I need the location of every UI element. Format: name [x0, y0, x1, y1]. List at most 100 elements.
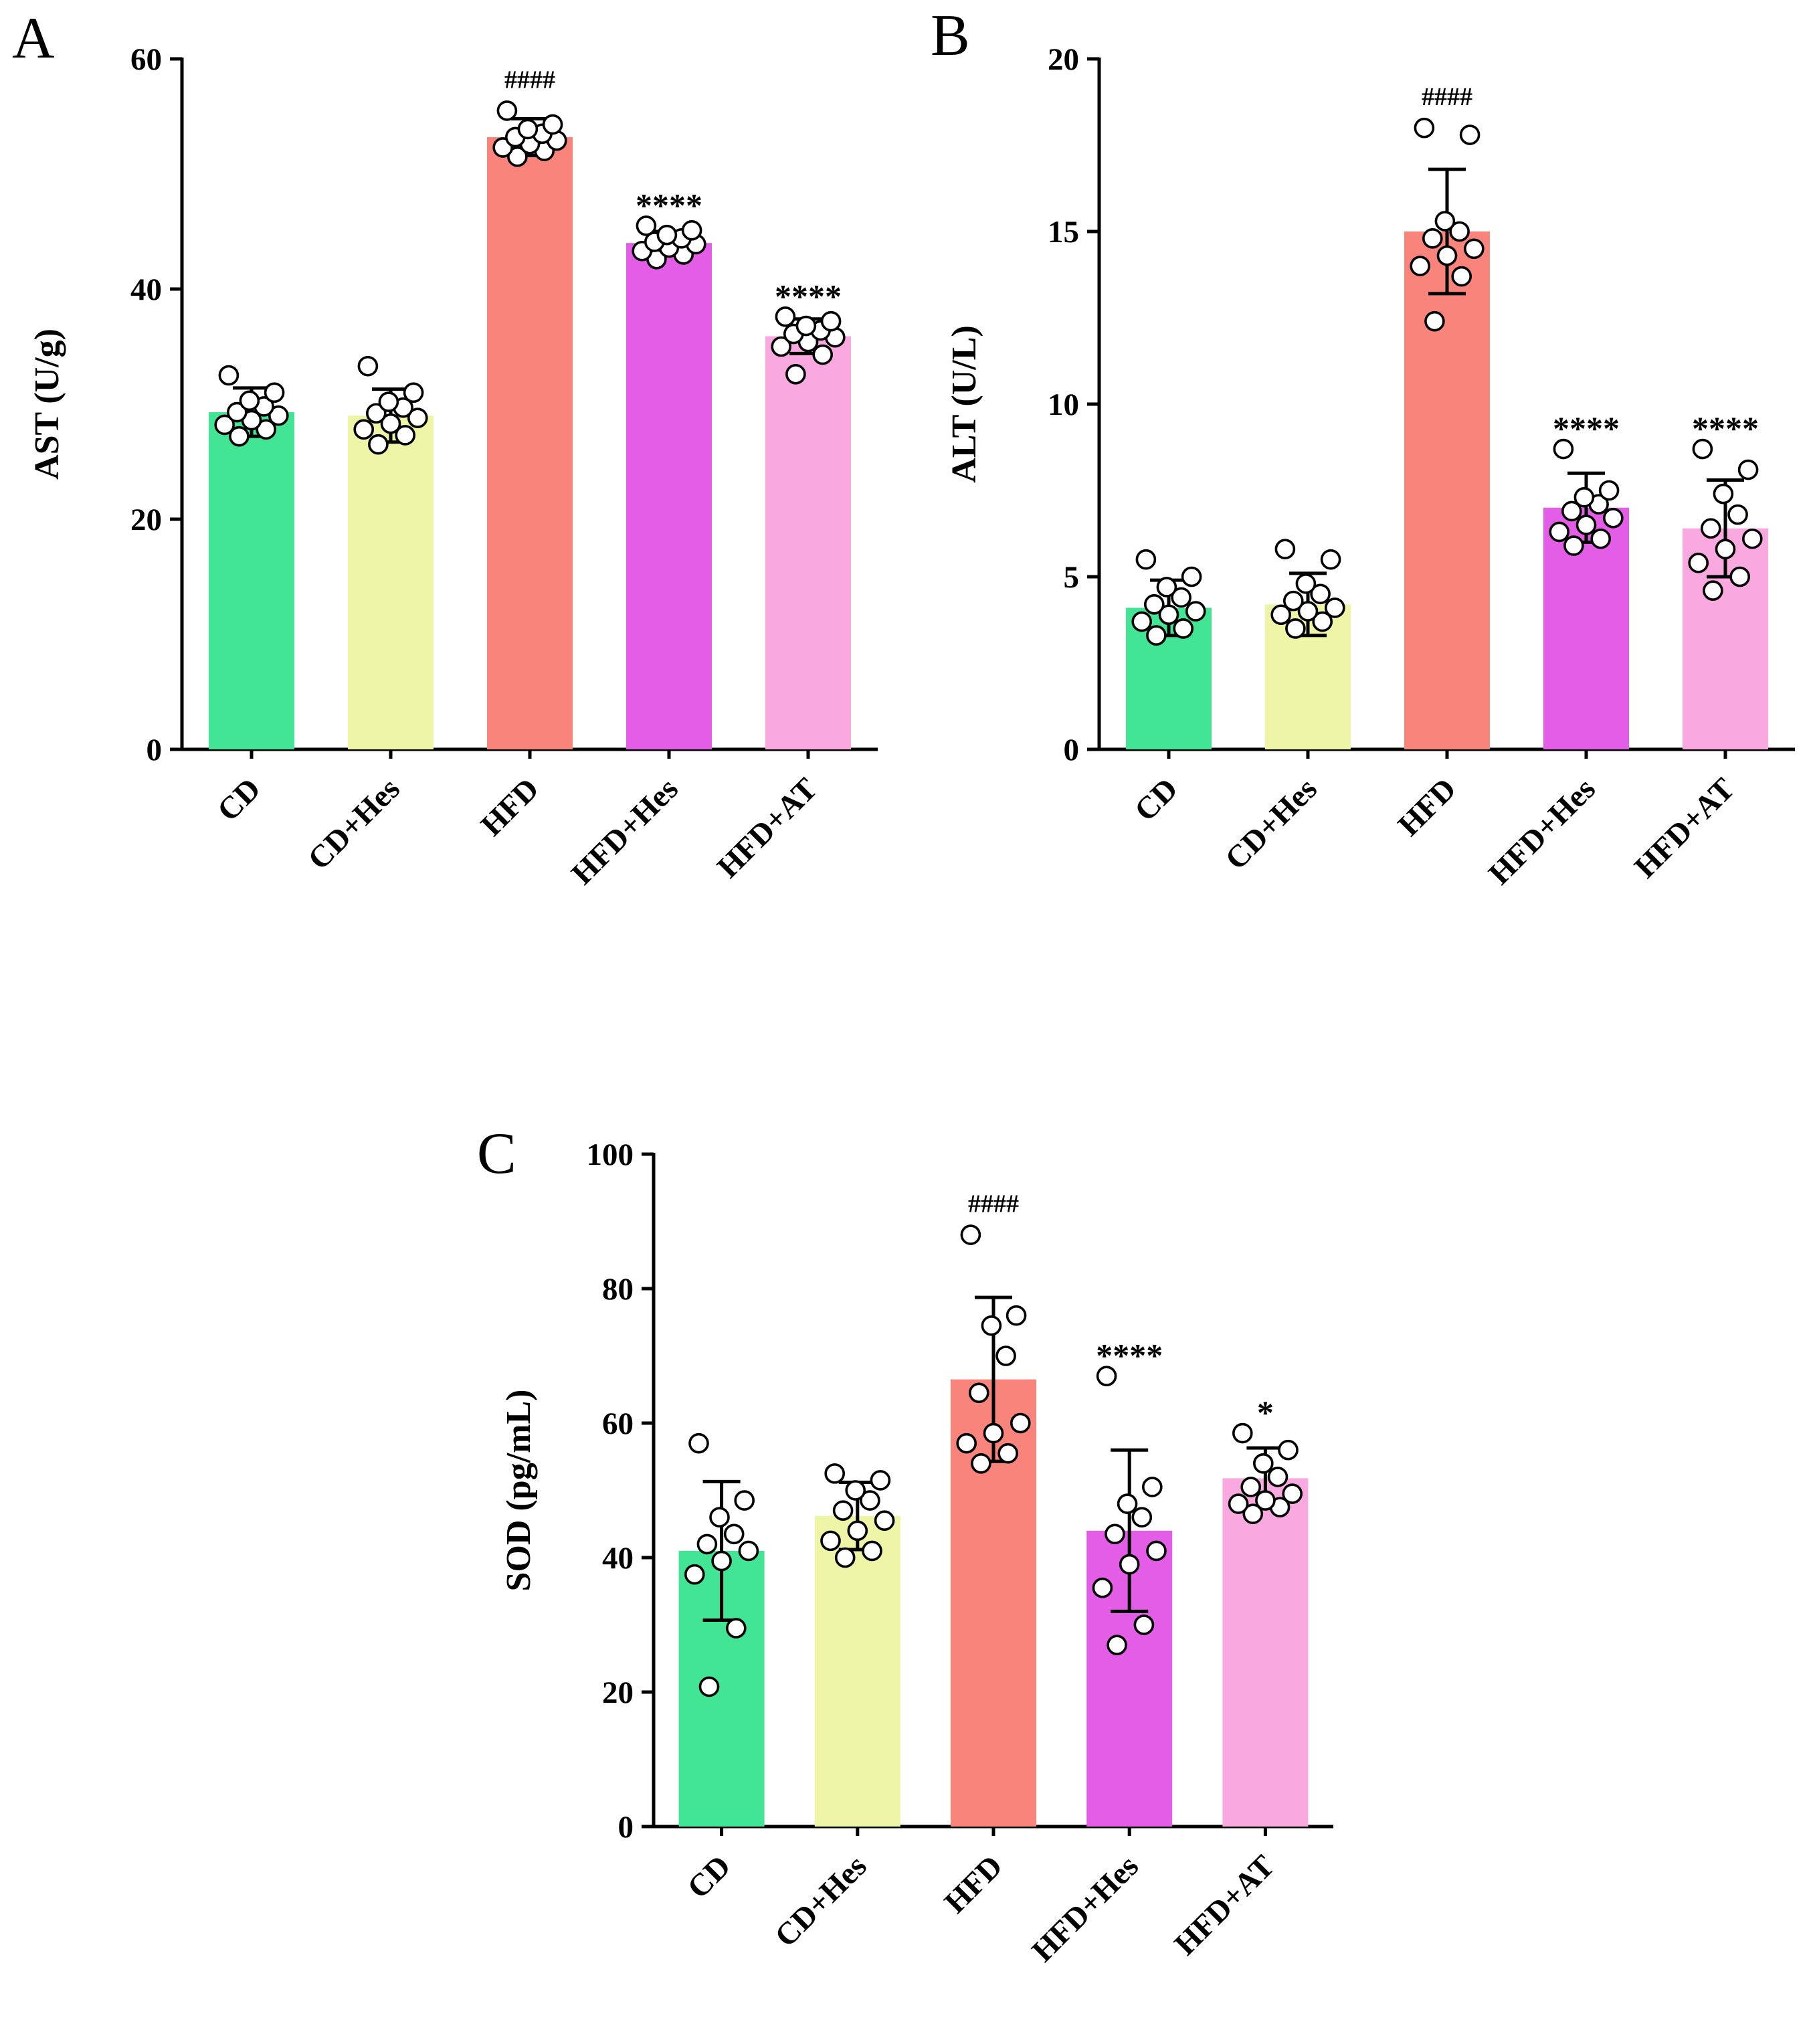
panel-b-label: B: [931, 3, 970, 68]
data-point: [981, 1315, 1002, 1336]
data-point: [1105, 1523, 1125, 1545]
data-point: [365, 403, 387, 424]
panel-c: C 0 20 40 60 80 100 SOD (pg/mL) CD CD+Hes HFD ####…: [438, 1107, 1375, 2044]
data-point: [1424, 310, 1445, 332]
data-point: [226, 401, 248, 423]
x-category-label: HFD+Hes: [1026, 1849, 1145, 1968]
data-point: [681, 219, 702, 241]
data-point: [1285, 618, 1306, 639]
data-point: [1742, 528, 1763, 549]
data-point: [218, 365, 240, 386]
x-category-label: CD+Hes: [302, 771, 407, 876]
data-point: [1146, 1540, 1167, 1562]
data-point: [860, 1490, 880, 1511]
data-point: [698, 1676, 720, 1697]
y-tick-label: 80: [602, 1272, 634, 1307]
data-point: [711, 1550, 732, 1572]
data-point: [656, 224, 678, 246]
data-point: [812, 344, 833, 365]
significance-annotation: ####: [1422, 83, 1472, 111]
y-tick-label: 20: [1048, 42, 1079, 77]
data-point: [1270, 604, 1292, 626]
data-point: [1703, 580, 1723, 601]
y-tick-label: 40: [602, 1541, 634, 1576]
data-point: [1131, 611, 1153, 632]
y-tick-label: 20: [602, 1675, 634, 1710]
data-point: [1598, 480, 1620, 501]
y-tick-label: 60: [130, 42, 162, 77]
data-point: [1688, 553, 1709, 573]
data-point: [997, 1443, 1019, 1464]
data-point: [725, 1618, 747, 1639]
data-point: [820, 310, 842, 332]
panel-c-label: C: [477, 1121, 516, 1186]
data-point: [1692, 438, 1713, 460]
data-point: [229, 426, 250, 447]
significance-annotation: ####: [968, 1190, 1019, 1218]
data-point: [1143, 593, 1165, 615]
data-point: [395, 425, 416, 446]
data-point: [1434, 211, 1456, 231]
data-point: [1715, 539, 1736, 560]
panel-a-label: A: [12, 6, 55, 71]
x-category-label: HFD: [1392, 771, 1463, 843]
y-tick-label: 40: [130, 272, 162, 307]
data-point: [1135, 549, 1157, 570]
x-category-label: CD+Hes: [1219, 771, 1324, 876]
data-point: [1729, 566, 1750, 587]
y-tick-label: 60: [602, 1406, 634, 1441]
data-point: [1297, 601, 1319, 622]
data-point: [688, 1432, 709, 1454]
significance-annotation: ****: [1692, 409, 1759, 447]
data-point: [1173, 618, 1194, 639]
bar-cd-hes: [814, 1515, 900, 1827]
data-point: [1274, 539, 1296, 560]
significance-annotation: ****: [775, 277, 842, 314]
data-point: [1133, 1614, 1155, 1635]
alt-bar-chart: 0 5 10 15 20 ALT (U/L) CD CD+Hes HFD #### HFD+Hes *…: [945, 42, 1795, 891]
significance-annotation: ****: [636, 186, 702, 223]
data-point: [1422, 228, 1443, 249]
data-point: [1451, 266, 1472, 287]
significance-annotation: ****: [1553, 409, 1620, 447]
bar-hfd-hes: [626, 243, 712, 749]
y-tick-label: 10: [1048, 387, 1079, 422]
x-category-label: HFD+AT: [1628, 771, 1741, 885]
x-category-label: CD: [211, 771, 268, 828]
y-axis-title: SOD (pg/mL): [500, 1390, 538, 1592]
data-point: [995, 1345, 1016, 1366]
data-point: [1107, 1635, 1127, 1655]
data-point: [1324, 597, 1345, 618]
data-point: [795, 315, 817, 337]
data-point: [380, 413, 401, 434]
bar-hfd-at: [1222, 1478, 1309, 1827]
x-category-label: HFD+AT: [1168, 1849, 1282, 1962]
data-point: [1414, 117, 1435, 138]
data-point: [1010, 1412, 1031, 1434]
ast-bar-chart: 0 20 40 60 AST (U/g) CD CD+Hes HFD #### HFD+Hes **…: [28, 42, 878, 891]
data-point: [407, 407, 428, 428]
y-tick-label: 0: [618, 1810, 634, 1845]
data-point: [862, 1540, 882, 1562]
data-point: [1282, 1483, 1303, 1504]
data-point: [268, 405, 289, 426]
data-point: [1410, 256, 1431, 276]
data-point: [353, 419, 375, 440]
significance-annotation: *: [1257, 1394, 1274, 1431]
data-point: [820, 1530, 841, 1552]
data-point: [845, 1480, 866, 1501]
data-point: [1181, 566, 1202, 587]
data-point: [496, 100, 518, 121]
data-point: [1310, 583, 1331, 605]
x-category-label: HFD+Hes: [1482, 771, 1602, 891]
data-point: [239, 390, 260, 411]
data-point: [1242, 1503, 1264, 1524]
panel-b: B 0 5 10 15 20 ALT (U/L) CD CD+Hes HFD #### HFD+He…: [907, 0, 1813, 1071]
data-point: [1553, 438, 1574, 460]
x-category-label: CD: [681, 1849, 738, 1906]
y-tick-label: 0: [147, 733, 163, 767]
data-point: [1240, 1477, 1261, 1497]
data-point: [1282, 590, 1304, 612]
data-point: [1156, 577, 1177, 597]
data-point: [264, 382, 285, 403]
